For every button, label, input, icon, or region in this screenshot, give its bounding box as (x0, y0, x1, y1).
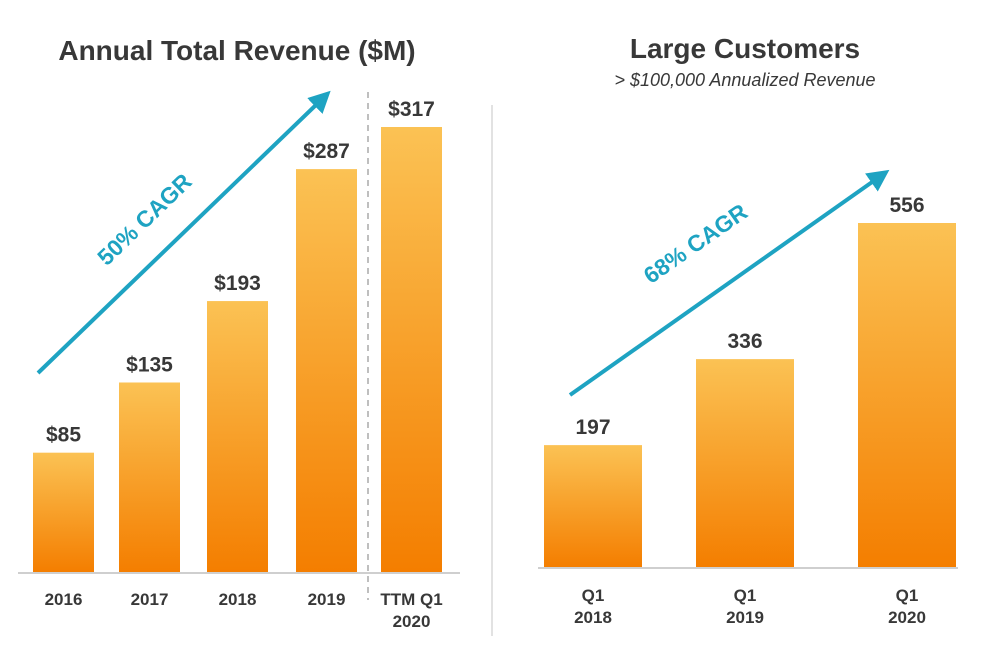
category-label: 2020 (393, 612, 431, 631)
category-label: Q1 (582, 586, 605, 605)
category-label: 2018 (574, 608, 612, 627)
data-label: 336 (727, 330, 762, 353)
category-label: 2017 (131, 590, 169, 609)
left-chart: $85 2016 $135 2017 $193 2018 $287 2019 $317 TTM Q… (18, 90, 460, 631)
bar-q1-2019 (696, 359, 794, 567)
data-label: $85 (46, 424, 81, 447)
right-chart-title: Large Customers (630, 33, 860, 64)
right-chart-subtitle: > $100,000 Annualized Revenue (614, 70, 875, 90)
category-label: Q1 (896, 586, 919, 605)
data-label: 197 (575, 416, 610, 439)
cagr-annotation: 50% CAGR (92, 168, 197, 270)
growth-arrow (36, 90, 331, 375)
category-label: TTM Q1 (380, 590, 442, 609)
cagr-annotation: 68% CAGR (639, 198, 753, 288)
data-label: $287 (303, 140, 350, 163)
category-label: Q1 (734, 586, 757, 605)
category-label: 2016 (45, 590, 83, 609)
bar-q1-2018 (544, 445, 642, 567)
bar-2017 (119, 382, 180, 572)
category-label: 2019 (308, 590, 346, 609)
category-label: 2019 (726, 608, 764, 627)
data-label: $193 (214, 272, 261, 295)
data-label: $135 (126, 353, 173, 376)
bar-ttm-q1-2020 (381, 127, 442, 572)
data-label: $317 (388, 98, 435, 121)
data-label: 556 (889, 194, 924, 217)
category-label: 2020 (888, 608, 926, 627)
bar-2018 (207, 301, 268, 572)
left-chart-title: Annual Total Revenue ($M) (58, 35, 415, 66)
right-chart: 197 Q1 2018 336 Q1 2019 556 Q1 2020 68% CAGR (538, 169, 958, 627)
bar-2016 (33, 452, 94, 572)
bar-q1-2020 (858, 223, 956, 567)
bar-2019 (296, 169, 357, 572)
category-label: 2018 (219, 590, 257, 609)
growth-arrow (568, 169, 890, 397)
